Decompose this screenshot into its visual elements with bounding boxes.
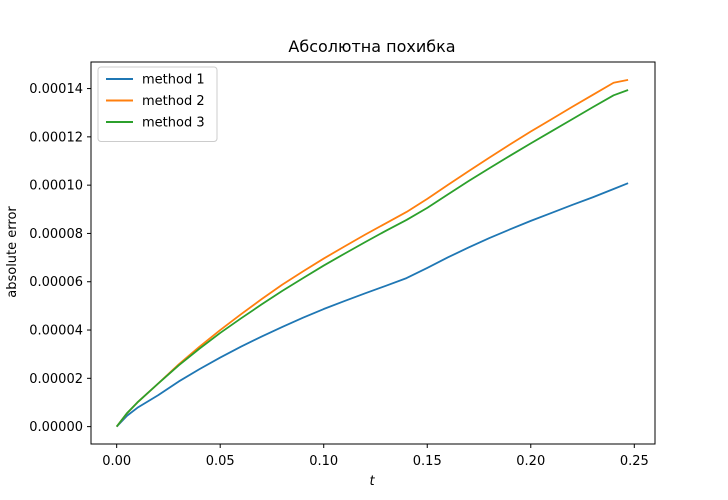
y-tick-label: 0.00008 <box>29 227 83 242</box>
x-tick-label: 0.20 <box>516 454 545 469</box>
series-line-method-1 <box>116 182 629 428</box>
chart-title: Абсолютна похибка <box>288 37 455 56</box>
y-tick-label: 0.00014 <box>29 82 83 97</box>
x-axis-label: t <box>369 474 375 489</box>
x-tick-label: 0.25 <box>620 454 649 469</box>
legend-label: method 1 <box>142 73 205 88</box>
x-tick-label: 0.00 <box>102 454 131 469</box>
y-tick-label: 0.00000 <box>29 420 83 435</box>
x-tick-label: 0.05 <box>206 454 235 469</box>
legend: method 1 method 2 method 3 <box>97 66 218 142</box>
y-axis-label: absolute error <box>5 206 20 298</box>
y-tick-label: 0.00004 <box>29 324 83 339</box>
x-tick-label: 0.10 <box>309 454 338 469</box>
series-line-method-3 <box>115 89 629 428</box>
y-tick-label: 0.00010 <box>29 179 83 194</box>
axes-frame <box>90 61 656 445</box>
x-tick-label: 0.15 <box>413 454 442 469</box>
y-tick-label: 0.00012 <box>29 130 83 145</box>
y-tick-label: 0.00006 <box>29 275 83 290</box>
legend-label: method 3 <box>142 116 205 131</box>
plot-area: 0.00 0.05 0.10 0.15 0.20 0.25 0.00000 0.00002 0.… <box>29 61 656 469</box>
legend-label: method 2 <box>142 94 205 109</box>
y-tick-label: 0.00002 <box>29 372 83 387</box>
series-line-method-2 <box>115 78 629 428</box>
